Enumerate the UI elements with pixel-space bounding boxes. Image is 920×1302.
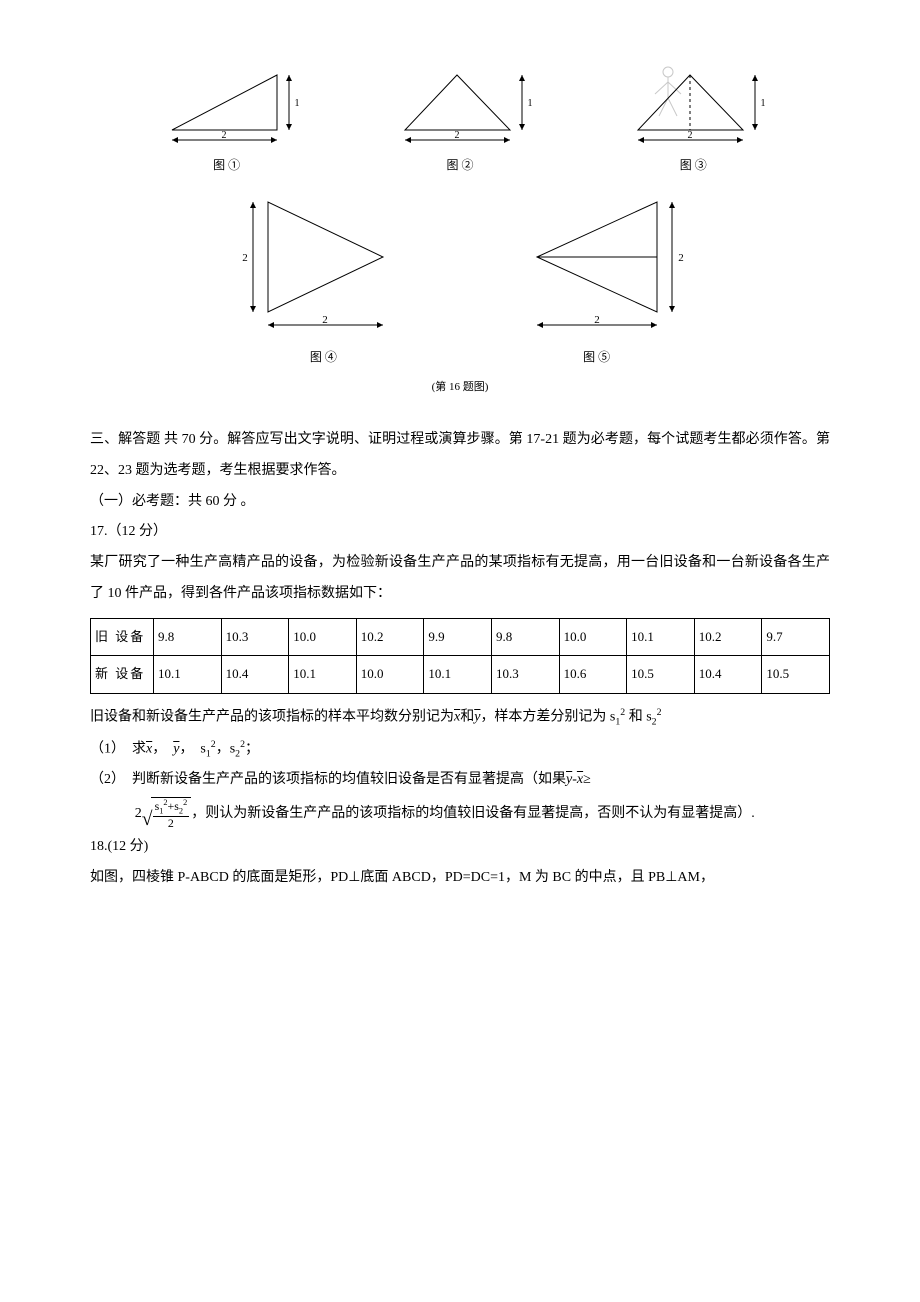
table-cell: 10.1 — [424, 656, 492, 694]
figure-16-caption: (第 16 题图) — [110, 375, 810, 399]
svg-text:1: 1 — [527, 98, 532, 109]
table-cell: 10.0 — [289, 618, 357, 656]
sqrt-expression: √s12+s222 — [142, 797, 191, 830]
figure-1-label: 图 ① — [213, 152, 240, 178]
q17-intro: 某厂研究了一种生产高精产品的设备，为检验新设备生产产品的某项指标有无提高，用一台… — [90, 548, 830, 610]
table-cell: 10.5 — [762, 656, 830, 694]
figure-5-label: 图 ⑤ — [583, 344, 610, 370]
table-cell: 10.0 — [356, 656, 424, 694]
svg-text:2: 2 — [221, 130, 226, 141]
q17-data-table: 旧 设备9.810.310.010.29.99.810.010.110.29.7… — [90, 618, 830, 694]
q17-part2-line1: （2） 判断新设备生产产品的该项指标的均值较旧设备是否有显著提高（如果y-x≥ — [90, 765, 830, 796]
svg-text:2: 2 — [594, 314, 600, 326]
svg-text:2: 2 — [678, 252, 684, 264]
table-cell: 10.5 — [627, 656, 695, 694]
table-cell: 9.7 — [762, 618, 830, 656]
table-cell: 10.2 — [694, 618, 762, 656]
section-3-sub1: （一）必考题：共 60 分 。 — [90, 487, 830, 518]
table-row-header: 旧 设备 — [91, 618, 154, 656]
table-cell: 10.3 — [491, 656, 559, 694]
svg-text:1: 1 — [761, 98, 766, 109]
table-cell: 10.1 — [627, 618, 695, 656]
figure-row-1: 2 1 图 ① 2 1 图 ② — [110, 60, 810, 178]
figure-2-label: 图 ② — [446, 152, 473, 178]
table-cell: 10.6 — [559, 656, 627, 694]
figure-4-label: 图 ④ — [310, 344, 337, 370]
table-cell: 10.4 — [221, 656, 289, 694]
figure-16-group: 2 1 图 ① 2 1 图 ② — [90, 60, 830, 425]
table-cell: 9.8 — [491, 618, 559, 656]
table-cell: 10.3 — [221, 618, 289, 656]
table-row-header: 新 设备 — [91, 656, 154, 694]
figure-5: 2 2 图 ⑤ — [497, 182, 697, 370]
svg-text:2: 2 — [454, 130, 459, 141]
q17-part1: （1） 求x， y， s12，s22； — [90, 734, 830, 765]
figure-2: 2 1 图 ② — [380, 60, 540, 178]
table-cell: 9.8 — [154, 618, 222, 656]
table-cell: 9.9 — [424, 618, 492, 656]
table-cell: 10.1 — [154, 656, 222, 694]
q17-part2-line2: 2√s12+s222，则认为新设备生产产品的该项指标的均值较旧设备有显著提高，否… — [90, 796, 830, 832]
figure-3: 2 1 图 ③ — [613, 60, 773, 178]
table-cell: 10.4 — [694, 656, 762, 694]
figure-3-label: 图 ③ — [680, 152, 707, 178]
figure-1: 2 1 图 ① — [147, 60, 307, 178]
svg-text:1: 1 — [294, 98, 299, 109]
svg-text:2: 2 — [243, 252, 249, 264]
q18-body: 如图，四棱锥 P-ABCD 的底面是矩形，PD⊥底面 ABCD，PD=DC=1，… — [90, 863, 830, 894]
table-cell: 10.0 — [559, 618, 627, 656]
svg-text:2: 2 — [323, 314, 329, 326]
section-3-title: 三、解答题 共 70 分。解答应写出文字说明、证明过程或演算步骤。第 17-21… — [90, 425, 830, 487]
figure-4: 2 2 图 ④ — [223, 182, 423, 370]
svg-text:2: 2 — [688, 130, 693, 141]
table-cell: 10.1 — [289, 656, 357, 694]
q18-header: 18.(12 分) — [90, 832, 830, 863]
figure-row-2: 2 2 图 ④ 2 2 — [110, 182, 810, 370]
q17-after-table: 旧设备和新设备生产产品的该项指标的样本平均数分别记为x和y，样本方差分别记为 s… — [90, 702, 830, 733]
q17-header: 17.（12 分） — [90, 517, 830, 548]
table-cell: 10.2 — [356, 618, 424, 656]
